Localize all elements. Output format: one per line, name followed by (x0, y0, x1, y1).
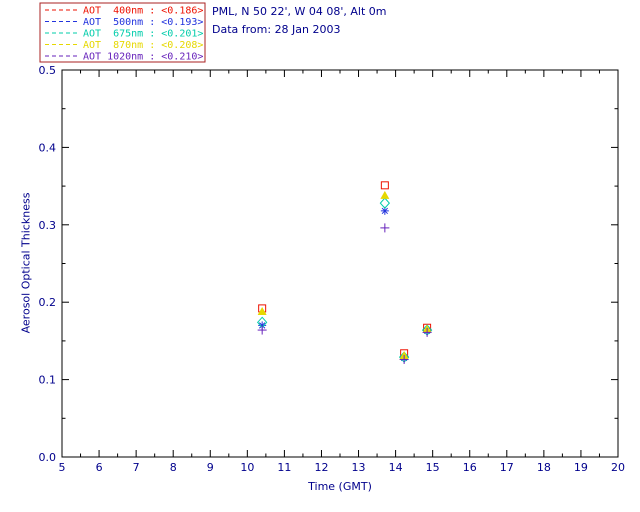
x-tick-label: 15 (426, 461, 440, 474)
marker-diamond (379, 197, 391, 209)
x-tick-label: 18 (537, 461, 551, 474)
x-tick-label: 13 (352, 461, 366, 474)
marker-triangle (380, 190, 390, 199)
legend-box (39, 2, 206, 63)
x-tick-label: 5 (59, 461, 66, 474)
plot-frame (61, 69, 619, 458)
y-tick-label: 0.3 (39, 219, 57, 232)
legend-entry-label: AOT 675nm : <0.201> (83, 29, 203, 40)
marker-asterisk (259, 322, 266, 329)
legend-entry-label: AOT 500nm : <0.193> (83, 17, 203, 28)
x-tick-label: 14 (389, 461, 403, 474)
x-tick-label: 6 (96, 461, 103, 474)
x-tick-label: 12 (314, 461, 328, 474)
x-axis-title: Time (GMT) (308, 480, 372, 493)
y-tick-label: 0.5 (39, 64, 57, 77)
x-tick-label: 7 (133, 461, 140, 474)
x-tick-label: 19 (574, 461, 588, 474)
y-tick-label: 0.0 (39, 451, 57, 464)
y-tick-label: 0.4 (39, 141, 57, 154)
x-tick-label: 16 (463, 461, 477, 474)
data-date-text: Data from: 28 Jan 2003 (212, 23, 341, 36)
x-tick-label: 17 (500, 461, 514, 474)
x-tick-label: 9 (207, 461, 214, 474)
x-tick-label: 11 (277, 461, 291, 474)
marker-asterisk (381, 207, 389, 215)
marker-square (380, 181, 389, 190)
x-tick-label: 8 (170, 461, 177, 474)
marker-triangle (257, 306, 267, 315)
legend-entry-label: AOT 1020nm : <0.210> (83, 52, 203, 63)
y-tick-label: 0.1 (39, 374, 57, 387)
y-tick-label: 0.2 (39, 296, 57, 309)
legend-entry-label: AOT 870nm : <0.208> (83, 40, 203, 51)
legend-entry-label: AOT 400nm : <0.186> (83, 6, 203, 17)
x-tick-label: 20 (611, 461, 625, 474)
station-location-text: PML, N 50 22', W 04 08', Alt 0m (212, 5, 387, 18)
x-tick-label: 10 (240, 461, 254, 474)
